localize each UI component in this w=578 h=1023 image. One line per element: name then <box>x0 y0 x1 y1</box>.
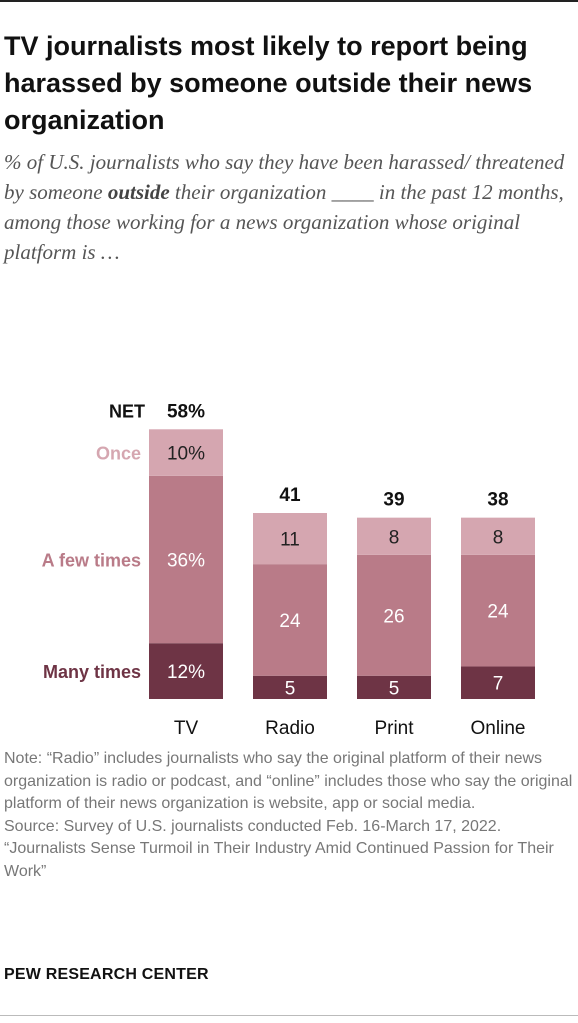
net-value-online: 38 <box>487 490 508 511</box>
bar-segment-print-a-few-times <box>357 554 431 676</box>
net-label: NET <box>109 401 145 421</box>
data-label-online-once: 8 <box>493 527 504 548</box>
note-text: Note: “Radio” includes journalists who s… <box>4 750 573 812</box>
subtitle-part1: % of U.S. journalists who say they have … <box>4 150 565 204</box>
data-label-radio-once: 11 <box>280 530 300 551</box>
bar-segment-tv-many-times <box>149 643 223 699</box>
data-label-print-many-times: 5 <box>389 678 400 699</box>
data-label-tv-a-few-times: 36% <box>167 551 205 572</box>
source-text: Source: Survey of U.S. journalists condu… <box>4 817 502 835</box>
brand-label: PEW RESEARCH CENTER <box>4 966 209 983</box>
net-value-print: 39 <box>383 490 404 511</box>
bar-segment-radio-once <box>253 513 327 565</box>
data-label-print-a-few-times: 26 <box>383 606 404 627</box>
data-label-radio-many-times: 5 <box>285 678 296 699</box>
data-label-print-once: 8 <box>389 527 400 548</box>
data-label-tv-once: 10% <box>167 444 205 465</box>
bar-segment-tv-once <box>149 429 223 476</box>
category-label-online: Online <box>471 718 526 739</box>
data-label-tv-many-times: 12% <box>167 662 205 683</box>
category-label-tv: TV <box>174 718 199 739</box>
notes-block: Note: “Radio” includes journalists who s… <box>4 748 574 883</box>
data-label-online-many-times: 7 <box>493 674 504 695</box>
bottom-rule <box>0 1015 578 1016</box>
subtitle-part2: their organization ____ in the past 12 m… <box>4 180 564 264</box>
bar-segment-online-many-times <box>461 666 535 699</box>
top-rule <box>0 0 578 2</box>
bar-segment-print-once <box>357 517 431 555</box>
bar-segment-tv-a-few-times <box>149 475 223 644</box>
legend-label-many-times: Many times <box>43 662 141 682</box>
category-label-print: Print <box>374 718 414 739</box>
category-label-radio: Radio <box>265 718 315 739</box>
bar-segment-online-once <box>461 517 535 555</box>
legend-label-a-few-times: A few times <box>42 551 141 571</box>
bar-segment-radio-many-times <box>253 675 327 699</box>
chart-subtitle: % of U.S. journalists who say they have … <box>4 147 574 267</box>
bar-segment-radio-a-few-times <box>253 564 327 676</box>
report-text: “Journalists Sense Turmoil in Their Indu… <box>4 840 554 880</box>
data-label-radio-a-few-times: 24 <box>279 611 301 632</box>
net-value-radio: 41 <box>279 485 301 506</box>
subtitle-emphasis: outside <box>107 180 170 204</box>
bar-segment-online-a-few-times <box>461 554 535 667</box>
net-value-tv: 58% <box>167 401 205 422</box>
stacked-bar-chart: 12% Many times 36% A few times 10% Once 58% TV 5… <box>42 401 535 739</box>
legend-label-once: Once <box>96 444 141 464</box>
chart-title: TV journalists most likely to report bei… <box>4 31 533 135</box>
bar-segment-print-many-times <box>357 675 431 699</box>
data-label-online-a-few-times: 24 <box>487 602 509 623</box>
